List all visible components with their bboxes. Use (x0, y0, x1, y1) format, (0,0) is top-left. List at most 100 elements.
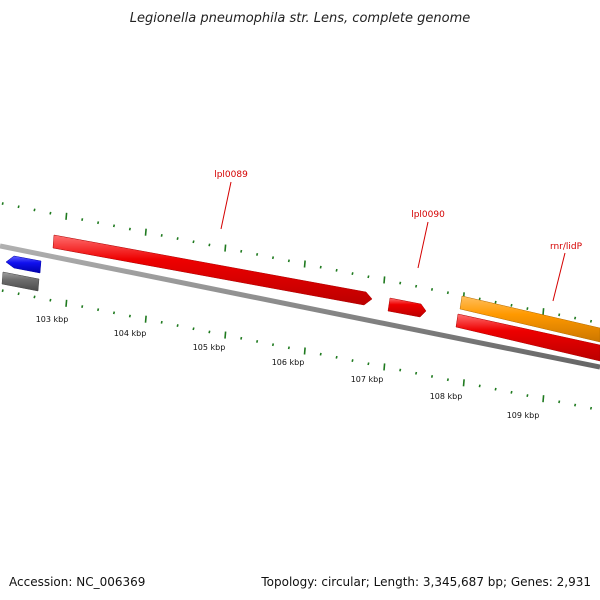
gene-rnr-lidP[interactable] (459, 295, 600, 343)
outer-tick-minor (112, 224, 116, 228)
scale-label-108: 108 kbp (430, 392, 463, 401)
inner-tick-minor (351, 359, 354, 362)
outer-tick-minor (128, 227, 131, 231)
gene-reverse-blue[interactable] (5, 255, 42, 274)
inner-tick-minor (256, 340, 259, 343)
outer-tick-major (383, 276, 386, 284)
inner-tick-minor (510, 390, 513, 394)
gene-label-lpl0090: lpl0090 (411, 210, 445, 220)
outer-tick-major (224, 244, 227, 252)
genome-backbone (0, 243, 600, 370)
leader-line-lpl0089 (220, 181, 232, 230)
inner-tick-minor (17, 292, 20, 296)
inner-tick-minor (49, 298, 52, 302)
leader-line-rnr-lidP (552, 252, 566, 302)
outer-tick-minor (81, 218, 84, 221)
outer-tick-minor (192, 240, 195, 244)
outer-tick-minor (176, 237, 179, 240)
outer-tick-minor (526, 307, 529, 310)
outer-tick-minor (574, 316, 577, 320)
inner-tick-minor (112, 311, 116, 315)
outer-tick-minor (256, 253, 259, 256)
outer-tick-minor (208, 243, 211, 247)
inner-tick-minor (271, 343, 275, 347)
outer-tick-minor (160, 234, 163, 237)
inner-tick-minor (589, 406, 593, 410)
scale-label-109: 109 kbp (507, 411, 540, 420)
inner-tick-major (383, 363, 386, 371)
gene-label-rnr-lidP: rnr/lidP (550, 242, 583, 252)
inner-tick-minor (574, 403, 577, 407)
inner-tick-minor (240, 336, 243, 340)
outer-tick-minor (558, 313, 561, 317)
genome-summary-text: Topology: circular; Length: 3,345,687 bp… (260, 575, 591, 589)
scale-label-103: 103 kbp (36, 315, 69, 324)
outer-tick-minor (33, 208, 36, 212)
inner-tick-minor (494, 387, 497, 391)
inner-tick-minor (1, 289, 4, 293)
inner-tick-minor (367, 362, 370, 366)
inner-tick-minor (558, 400, 561, 404)
inner-tick-minor (192, 327, 195, 331)
inner-tick-minor (399, 368, 402, 372)
outer-tick-minor (351, 272, 354, 275)
inner-tick-minor (430, 375, 434, 378)
inner-tick-major (65, 299, 68, 307)
outer-tick-minor (510, 303, 513, 307)
inner-tick-major (224, 331, 227, 339)
outer-tick-minor (446, 291, 449, 295)
outer-tick-minor (49, 211, 52, 215)
outer-tick-minor (240, 249, 243, 253)
gene-label-lpl0089: lpl0089 (214, 170, 248, 180)
map-title: Legionella pneumophila str. Lens, comple… (130, 11, 471, 26)
outer-tick-minor (1, 202, 4, 205)
inner-tick-minor (81, 305, 84, 308)
inner-tick-minor (176, 324, 179, 327)
outer-tick-minor (415, 284, 418, 288)
accession-text: Accession: NC_006369 (9, 575, 145, 589)
outer-tick-minor (287, 259, 290, 263)
gene-reverse-gray[interactable] (1, 271, 40, 292)
inner-tick-minor (335, 355, 338, 359)
outer-tick-minor (335, 268, 338, 272)
inner-tick-track (1, 289, 593, 410)
outer-tick-minor (399, 281, 402, 285)
inner-tick-minor (415, 371, 418, 375)
inner-tick-minor (97, 308, 100, 312)
inner-tick-minor (208, 330, 211, 334)
scale-label-104: 104 kbp (114, 329, 147, 338)
outer-tick-major (303, 260, 306, 268)
inner-tick-minor (33, 295, 36, 299)
gene-lpl0090[interactable] (387, 297, 427, 318)
outer-tick-minor (17, 205, 20, 209)
inner-tick-minor (478, 384, 481, 388)
inner-tick-major (303, 347, 306, 355)
inner-tick-minor (526, 394, 529, 397)
outer-tick-minor (271, 256, 275, 260)
outer-tick-major (144, 228, 147, 236)
inner-tick-major (542, 395, 545, 403)
inner-tick-major (144, 315, 147, 323)
scale-label-105: 105 kbp (193, 343, 226, 352)
outer-tick-minor (494, 300, 497, 304)
scale-label-107: 107 kbp (351, 375, 384, 384)
outer-tick-major (65, 212, 68, 220)
inner-tick-major (462, 379, 465, 387)
outer-tick-minor (478, 297, 481, 301)
scale-label-106: 106 kbp (272, 358, 305, 367)
inner-tick-minor (319, 352, 322, 356)
outer-tick-minor (367, 275, 370, 279)
inner-tick-minor (287, 346, 290, 350)
leader-line-lpl0090 (417, 221, 429, 269)
outer-tick-minor (97, 221, 100, 225)
outer-tick-major (542, 308, 545, 316)
inner-tick-minor (160, 320, 163, 324)
inner-tick-minor (446, 378, 449, 382)
gene-reverse-red[interactable] (455, 313, 600, 362)
gene-lpl0089[interactable] (52, 234, 373, 306)
inner-tick-minor (128, 314, 131, 318)
outer-tick-minor (589, 319, 593, 323)
outer-tick-minor (430, 288, 434, 291)
outer-tick-track (1, 202, 593, 323)
